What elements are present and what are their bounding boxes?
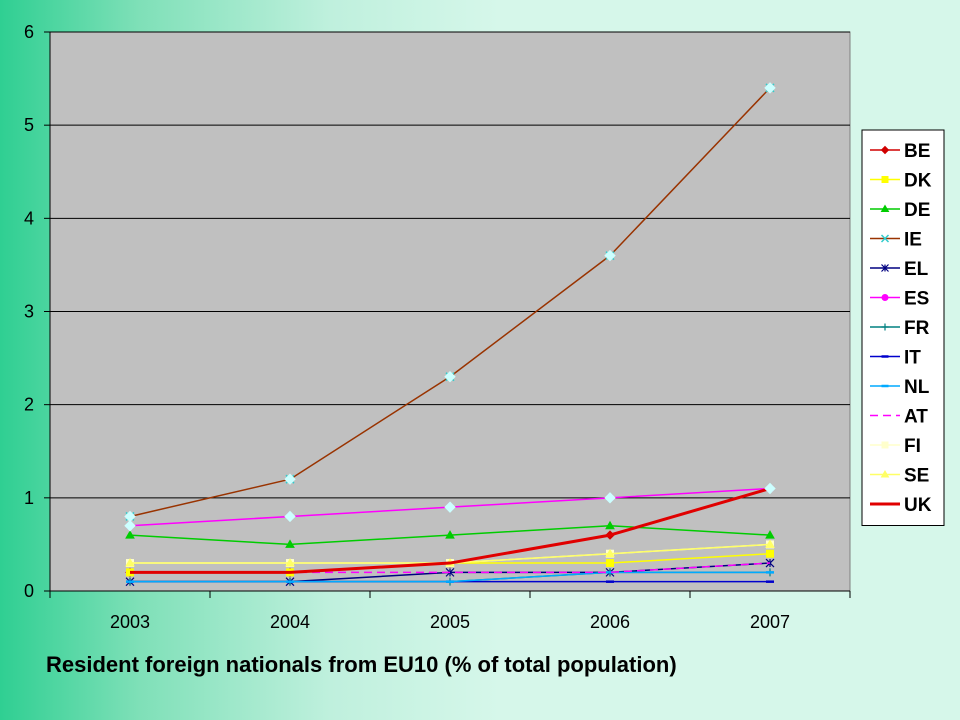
y-tick-label: 4 (24, 208, 34, 228)
data-point-de (765, 530, 775, 539)
legend-item-dk: DK (870, 171, 932, 192)
legend-item-nl: NL (870, 377, 930, 398)
overlay-markers-es (124, 482, 776, 532)
legend-marker-se (880, 470, 890, 478)
data-point-dk (766, 549, 774, 558)
data-point-overlay-ie (284, 473, 296, 485)
y-tick-label: 1 (24, 488, 34, 508)
legend-label-uk: UK (904, 495, 932, 516)
y-tick-label: 5 (24, 115, 34, 135)
legend-label-ie: IE (904, 230, 922, 251)
data-point-de (285, 539, 295, 548)
legend-marker-fr (881, 323, 889, 331)
legend-item-uk: UK (870, 495, 932, 516)
data-point-de (125, 530, 135, 539)
legend-item-at: AT (870, 407, 928, 428)
legend-label-be: BE (904, 141, 930, 162)
y-tick-label: 3 (24, 302, 34, 322)
data-point-overlay-es (444, 501, 456, 513)
legend-label-fi: FI (904, 436, 921, 457)
data-point-overlay-ie (604, 249, 616, 262)
legend-marker-fi (881, 441, 889, 449)
y-tick-label: 0 (24, 581, 34, 601)
data-point-de (605, 520, 615, 530)
data-point-overlay-es (604, 492, 616, 504)
y-tick-label: 6 (24, 22, 34, 42)
series-layer (124, 82, 776, 587)
data-point-dk (606, 559, 614, 568)
legend-label-el: EL (904, 259, 929, 280)
legend-label-at: AT (904, 407, 928, 428)
data-point-se (285, 558, 295, 567)
legend-item-de: DE (870, 200, 930, 221)
x-tick-label: 2006 (590, 612, 630, 632)
series-line-uk (130, 487, 771, 574)
legend-label-fr: FR (904, 318, 930, 339)
series-uk (130, 487, 771, 574)
legend-label-de: DE (904, 200, 930, 221)
x-tick-label: 2003 (110, 612, 150, 632)
series-nl (126, 571, 774, 583)
legend-label-es: ES (904, 289, 929, 310)
legend-marker-ie (880, 234, 890, 243)
data-point-overlay-es (124, 520, 136, 532)
data-point-de (445, 530, 455, 539)
legend: BE DK DE IE EL ES FR IT NL AT FI SE UK (861, 129, 945, 526)
legend-item-el: EL (870, 259, 929, 280)
legend-label-se: SE (904, 466, 929, 487)
axes: 0 1 2 3 4 5 6 2003 2004 2005 2006 2007 (24, 22, 851, 632)
legend-label-it: IT (904, 348, 921, 369)
legend-item-be: BE (870, 141, 930, 162)
data-point-se (765, 539, 775, 548)
x-tick-label: 2007 (750, 612, 790, 632)
x-tick-label: 2004 (270, 612, 310, 632)
legend-item-fr: FR (870, 318, 930, 339)
data-point-overlay-ie (764, 82, 776, 94)
legend-label-nl: NL (904, 377, 930, 398)
legend-marker-el (881, 264, 889, 272)
legend-item-es: ES (870, 289, 929, 310)
x-tick-label: 2005 (430, 612, 470, 632)
legend-marker-es (881, 294, 889, 301)
series-de (125, 520, 775, 548)
chart-caption: Resident foreign nationals from EU10 (% … (46, 652, 677, 677)
data-point-overlay-es (764, 482, 776, 495)
legend-marker-de (880, 204, 890, 212)
legend-item-se: SE (870, 466, 929, 487)
legend-item-fi: FI (870, 436, 921, 457)
legend-item-it: IT (870, 348, 921, 369)
legend-marker-dk (881, 176, 889, 183)
legend-marker-be (880, 145, 890, 155)
data-point-overlay-ie (444, 371, 456, 383)
legend-label-dk: DK (904, 171, 932, 192)
data-point-overlay-es (284, 510, 296, 523)
legend-item-ie: IE (870, 230, 922, 251)
data-point-se (125, 558, 135, 567)
y-tick-label: 2 (24, 395, 34, 415)
data-point-se (605, 548, 615, 558)
overlay-markers-ie (124, 82, 776, 523)
